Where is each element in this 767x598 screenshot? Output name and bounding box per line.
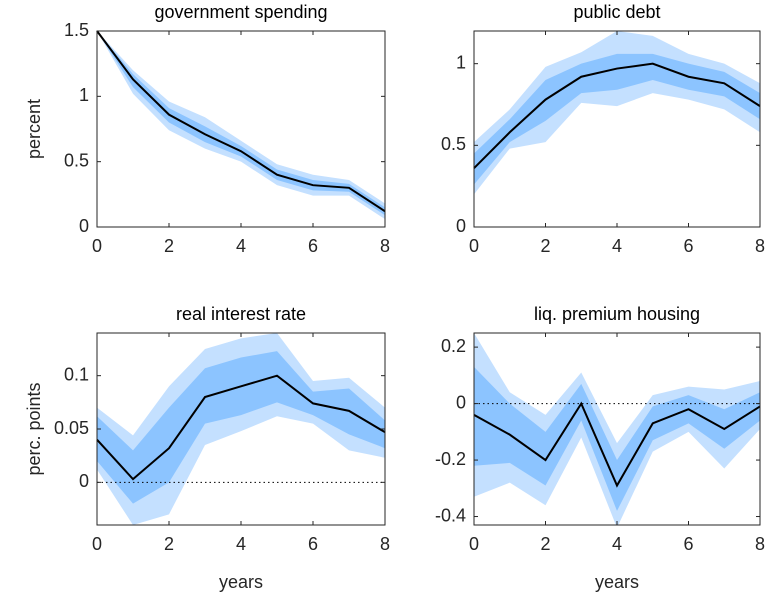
median-line xyxy=(96,30,386,213)
y-tick-label: 0 xyxy=(456,216,466,236)
chart-title: real interest rate xyxy=(176,304,306,324)
y-tick-label: 0.5 xyxy=(441,134,466,154)
axes-box xyxy=(96,30,386,228)
median-line xyxy=(96,374,386,481)
y-tick-label: -0.2 xyxy=(435,449,466,469)
y-tick-label: 1 xyxy=(456,52,466,72)
x-tick-label: 2 xyxy=(164,236,174,256)
y-tick-label: 0.1 xyxy=(64,364,89,384)
x-tick-label: 0 xyxy=(92,534,102,554)
band xyxy=(474,53,760,185)
y-tick-label: 0 xyxy=(456,392,466,412)
x-tick-label: 0 xyxy=(469,534,479,554)
y-tick-label: -0.4 xyxy=(435,505,466,525)
y-tick-label: 1 xyxy=(79,85,89,105)
x-tick-label: 4 xyxy=(236,236,246,256)
x-tick-label: 8 xyxy=(755,534,765,554)
y-tick-label: 0.05 xyxy=(54,418,89,438)
x-tick-label: 4 xyxy=(612,236,622,256)
x-axis-label: years xyxy=(219,572,263,592)
band xyxy=(97,351,385,504)
x-tick-label: 0 xyxy=(469,236,479,256)
x-tick-label: 2 xyxy=(164,534,174,554)
y-tick-label: 0.2 xyxy=(441,336,466,356)
x-tick-label: 2 xyxy=(540,236,550,256)
band xyxy=(474,366,760,511)
x-tick-label: 2 xyxy=(540,534,550,554)
y-axis-label: perc. points xyxy=(24,382,44,475)
x-tick-label: 6 xyxy=(308,236,318,256)
x-tick-label: 6 xyxy=(683,236,693,256)
y-tick-label: 1.5 xyxy=(64,20,89,40)
median-line xyxy=(473,62,761,169)
chart-title: public debt xyxy=(573,2,660,22)
x-tick-label: 8 xyxy=(380,534,390,554)
y-axis-label: percent xyxy=(24,99,44,159)
chart-title: government spending xyxy=(154,2,327,22)
x-tick-label: 8 xyxy=(380,236,390,256)
x-axis-label: years xyxy=(595,572,639,592)
x-tick-label: 0 xyxy=(92,236,102,256)
x-tick-label: 4 xyxy=(612,534,622,554)
y-tick-label: 0.5 xyxy=(64,150,89,170)
x-tick-label: 4 xyxy=(236,534,246,554)
x-tick-label: 8 xyxy=(755,236,765,256)
y-tick-label: 0 xyxy=(79,216,89,236)
median-line xyxy=(473,401,761,488)
x-tick-label: 6 xyxy=(308,534,318,554)
chart-title: liq. premium housing xyxy=(534,304,700,324)
y-tick-label: 0 xyxy=(79,471,89,491)
x-tick-label: 6 xyxy=(683,534,693,554)
